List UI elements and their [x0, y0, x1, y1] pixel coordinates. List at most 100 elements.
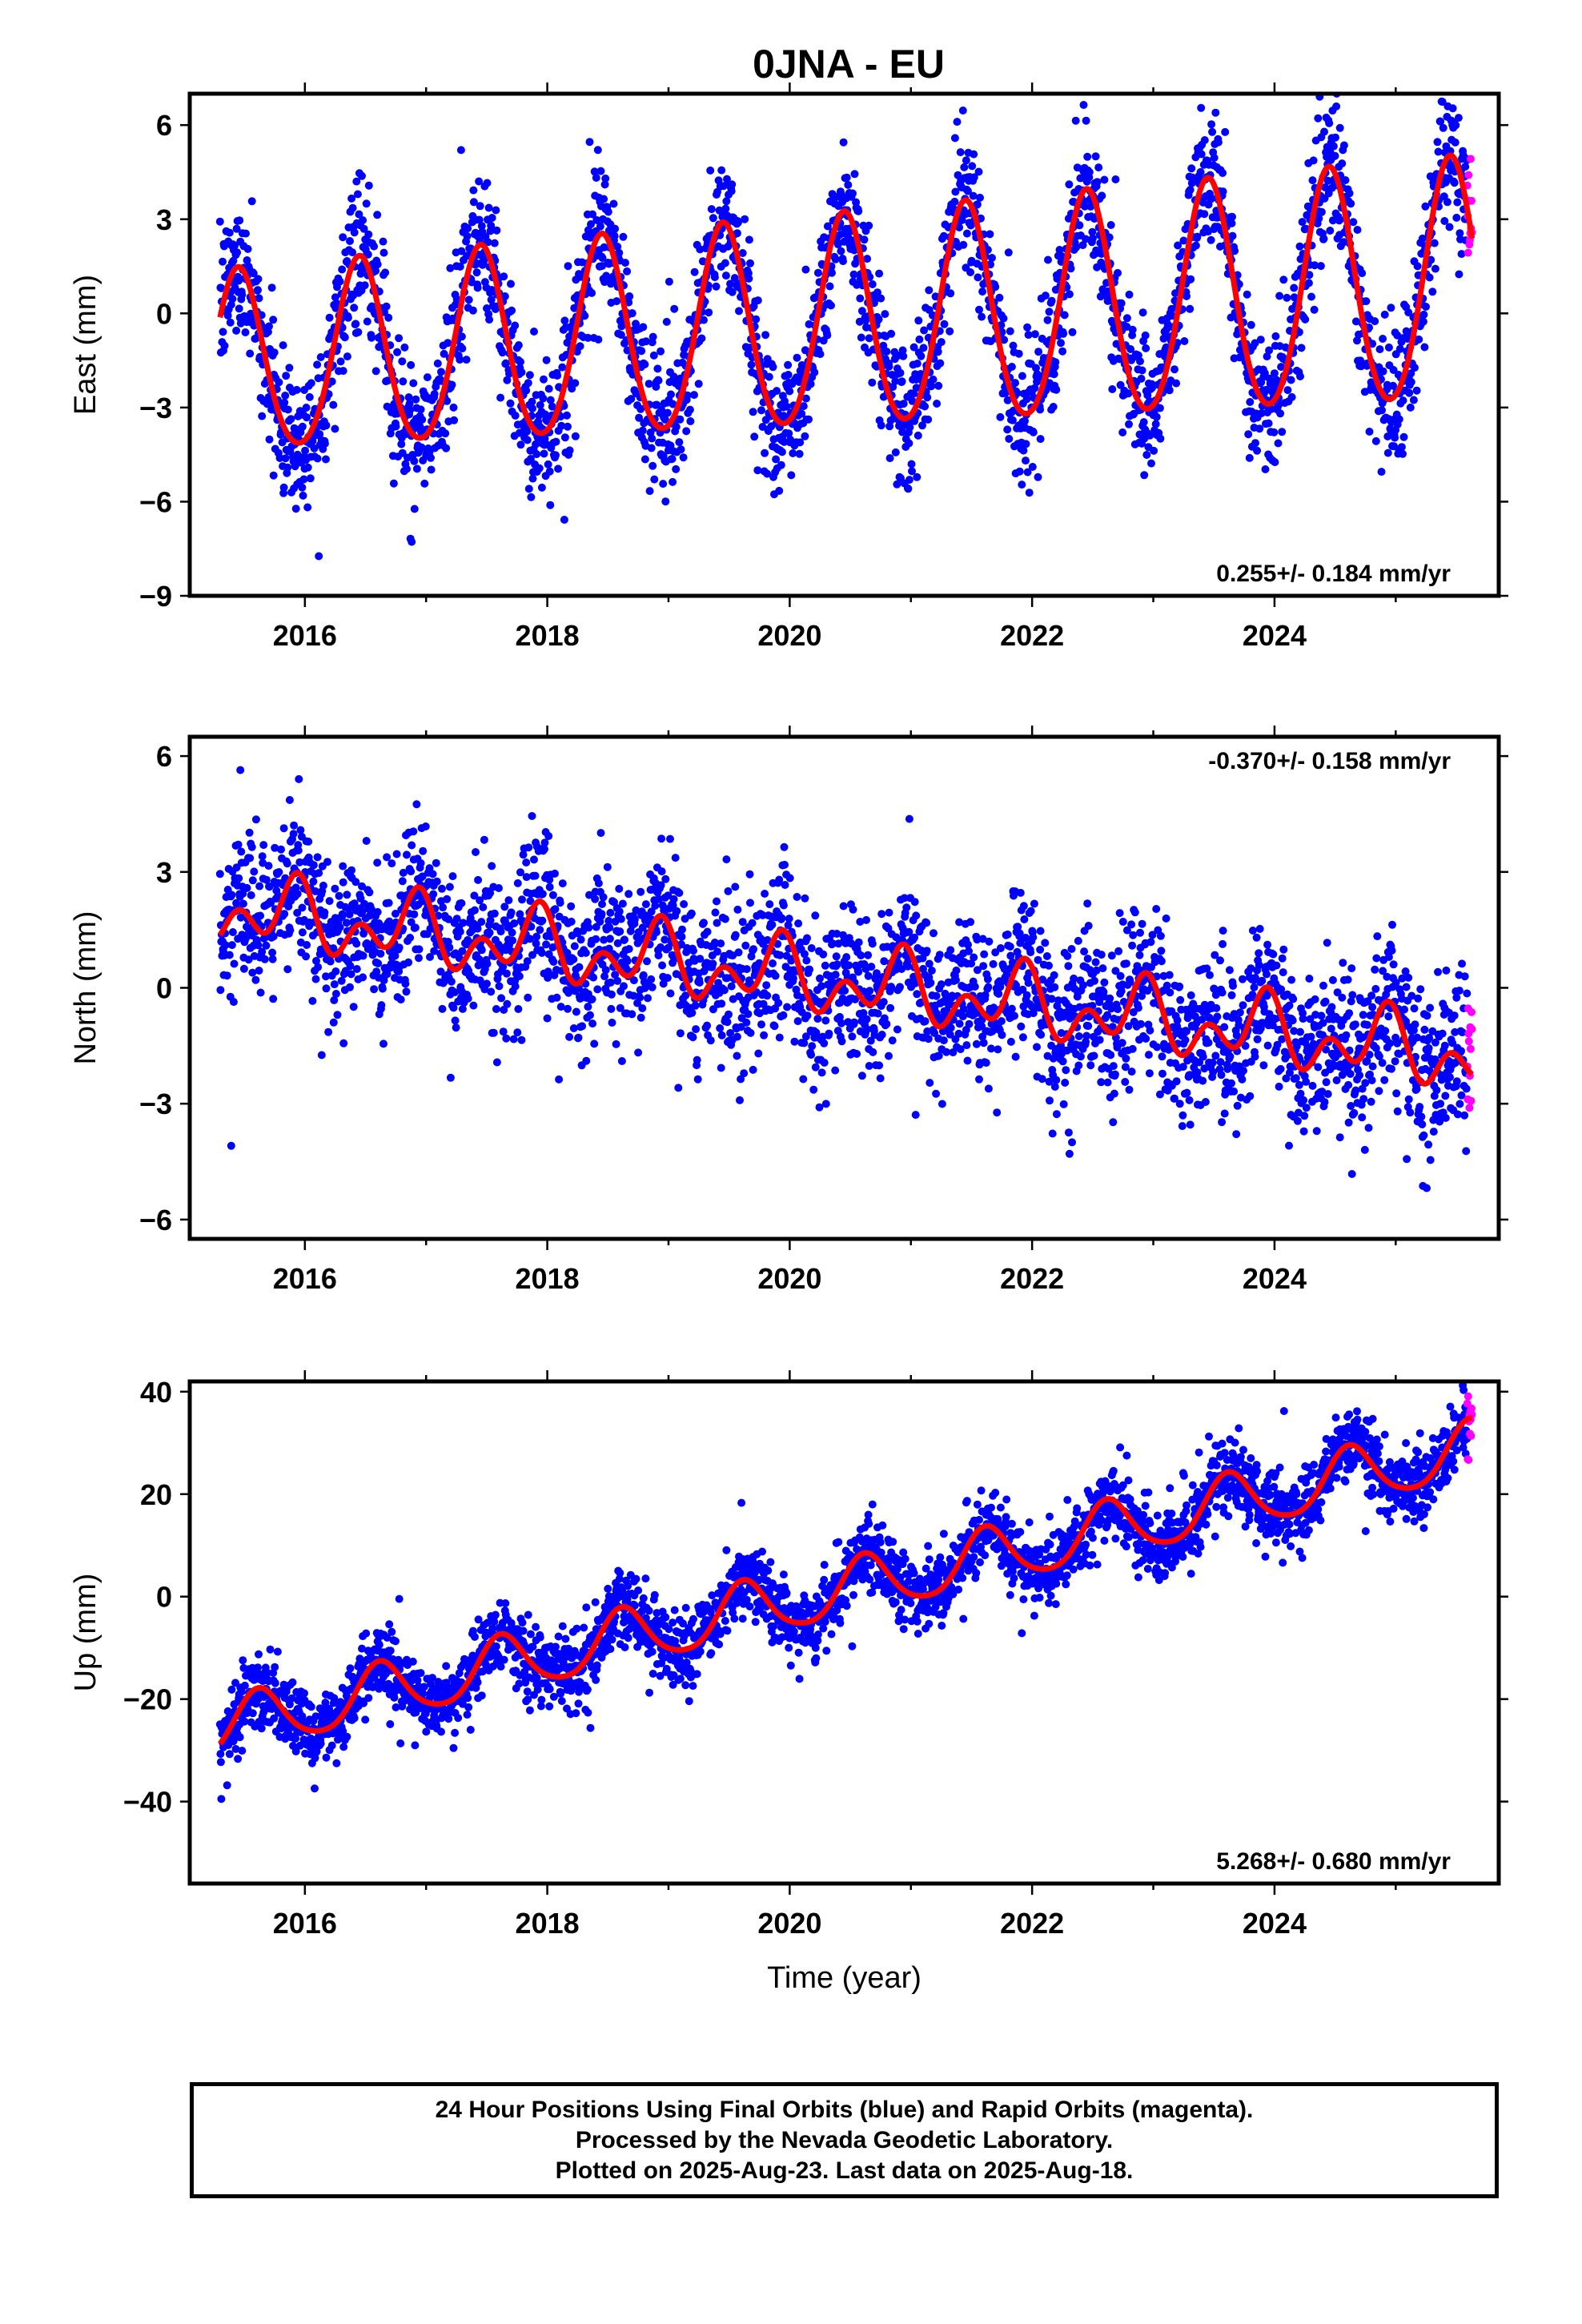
- final-orbit-point: [1003, 425, 1012, 434]
- final-orbit-point: [733, 905, 742, 914]
- final-orbit-point: [510, 919, 519, 927]
- final-orbit-point: [528, 397, 536, 406]
- final-orbit-point: [407, 867, 416, 876]
- final-orbit-point: [456, 146, 465, 155]
- final-orbit-point: [1136, 357, 1144, 366]
- rapid-orbit-point: [1468, 196, 1476, 205]
- final-orbit-point: [248, 968, 257, 977]
- final-orbit-point: [552, 451, 560, 460]
- final-orbit-point: [879, 998, 888, 1007]
- final-orbit-point: [621, 259, 629, 267]
- final-orbit-point: [602, 271, 611, 280]
- final-orbit-point: [339, 233, 347, 242]
- final-orbit-point: [588, 1019, 597, 1028]
- final-orbit-point: [315, 430, 324, 439]
- final-orbit-point: [717, 939, 725, 948]
- final-orbit-point: [913, 472, 921, 481]
- final-orbit-point: [1425, 273, 1434, 282]
- final-orbit-point: [1415, 335, 1423, 344]
- final-orbit-point: [1034, 348, 1043, 356]
- final-orbit-point: [532, 932, 541, 941]
- final-orbit-point: [746, 899, 754, 907]
- final-orbit-point: [1221, 127, 1230, 136]
- final-orbit-point: [476, 896, 484, 905]
- final-orbit-point: [319, 881, 327, 890]
- final-orbit-point: [1008, 416, 1017, 424]
- final-orbit-point: [498, 348, 507, 357]
- final-orbit-point: [256, 911, 265, 920]
- final-orbit-point: [1030, 384, 1039, 392]
- final-orbit-point: [528, 404, 536, 412]
- rapid-orbit-point: [1464, 248, 1472, 257]
- final-orbit-point: [982, 1059, 990, 1068]
- final-orbit-point: [875, 1061, 884, 1070]
- final-orbit-point: [850, 170, 859, 179]
- final-orbit-point: [389, 479, 398, 488]
- final-orbit-point: [503, 376, 512, 384]
- final-orbit-point: [492, 206, 500, 215]
- final-orbit-point: [1405, 388, 1414, 397]
- final-orbit-point: [393, 348, 402, 356]
- final-orbit-point: [1126, 345, 1135, 353]
- final-orbit-point: [1014, 349, 1023, 358]
- final-orbit-point: [618, 899, 627, 908]
- final-orbit-point: [552, 437, 560, 446]
- final-orbit-point: [592, 215, 601, 224]
- final-orbit-point: [339, 862, 347, 870]
- final-orbit-point: [612, 1039, 620, 1048]
- final-orbit-point: [1003, 396, 1012, 404]
- final-orbit-point: [528, 812, 536, 820]
- final-orbit-point: [298, 422, 307, 431]
- final-orbit-point: [958, 215, 966, 224]
- final-orbit-point: [1034, 472, 1042, 481]
- final-orbit-point: [620, 982, 628, 991]
- final-orbit-point: [1419, 310, 1428, 319]
- final-orbit-point: [504, 896, 513, 905]
- final-orbit-point: [348, 248, 357, 257]
- final-orbit-point: [638, 426, 647, 435]
- final-orbit-point: [271, 843, 279, 852]
- final-orbit-point: [433, 359, 442, 368]
- final-orbit-point: [885, 362, 893, 371]
- final-orbit-point: [1371, 317, 1379, 326]
- final-orbit-point: [905, 476, 913, 485]
- final-orbit-point: [666, 834, 674, 843]
- final-orbit-point: [1450, 179, 1459, 187]
- final-orbit-point: [403, 464, 411, 473]
- final-orbit-point: [849, 189, 857, 198]
- final-orbit-point: [1320, 127, 1328, 136]
- final-orbit-point: [492, 1005, 500, 1013]
- final-orbit-point: [768, 920, 777, 929]
- final-orbit-point: [1165, 386, 1174, 395]
- final-orbit-point: [330, 996, 339, 1004]
- final-orbit-point: [305, 392, 314, 401]
- final-orbit-point: [639, 323, 648, 332]
- final-orbit-point: [1098, 191, 1106, 200]
- final-orbit-point: [1246, 398, 1255, 406]
- final-orbit-point: [281, 454, 290, 463]
- final-orbit-point: [730, 274, 739, 283]
- final-orbit-point: [374, 959, 383, 967]
- final-orbit-point: [511, 321, 520, 330]
- final-orbit-point: [625, 292, 634, 300]
- final-orbit-point: [787, 471, 796, 480]
- final-orbit-point: [532, 939, 540, 948]
- final-orbit-point: [839, 257, 847, 266]
- final-orbit-point: [604, 916, 613, 925]
- final-orbit-point: [966, 268, 975, 276]
- final-orbit-point: [1007, 363, 1016, 371]
- final-orbit-point: [850, 1018, 858, 1027]
- final-orbit-point: [955, 223, 964, 231]
- final-orbit-point: [365, 911, 374, 920]
- final-orbit-point: [839, 902, 848, 911]
- final-orbit-point: [653, 364, 662, 373]
- final-orbit-point: [842, 953, 851, 962]
- final-orbit-point: [698, 257, 707, 266]
- final-orbit-point: [540, 845, 548, 854]
- final-orbit-point: [1065, 290, 1074, 299]
- final-orbit-point: [404, 393, 413, 402]
- final-orbit-point: [338, 265, 347, 274]
- final-orbit-point: [882, 1019, 891, 1028]
- final-orbit-point: [522, 873, 531, 882]
